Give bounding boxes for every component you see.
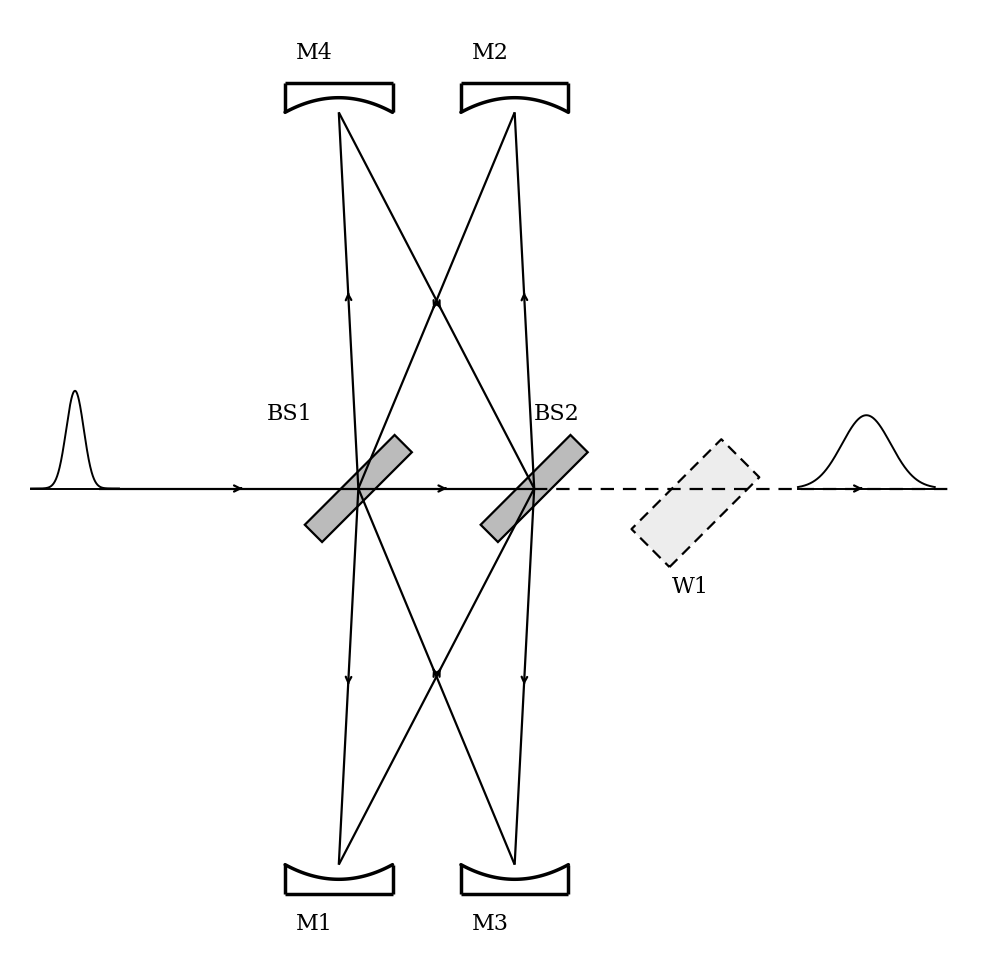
Text: M1: M1	[296, 913, 333, 936]
Text: M2: M2	[472, 41, 509, 64]
Text: M3: M3	[472, 913, 509, 936]
Text: M4: M4	[296, 41, 333, 64]
Polygon shape	[481, 435, 588, 542]
Text: BS2: BS2	[534, 403, 580, 425]
Polygon shape	[631, 440, 759, 567]
Text: BS1: BS1	[267, 403, 313, 425]
Polygon shape	[305, 435, 412, 542]
Text: W1: W1	[672, 576, 709, 599]
